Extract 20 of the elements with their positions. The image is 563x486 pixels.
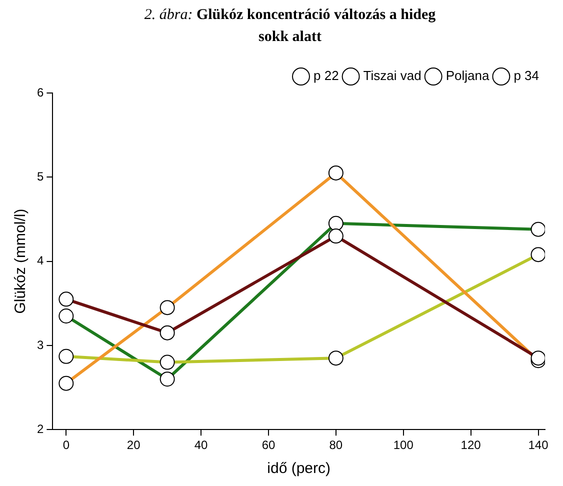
x-tick-label: 80: [329, 438, 343, 452]
legend-label: p 22: [313, 68, 339, 84]
chart-title: 2. ábra: Glükóz koncentráció változás a hideg sokk alatt: [143, 6, 437, 47]
legend-label: Tiszai vad: [363, 68, 422, 84]
x-tick-label: 60: [262, 438, 276, 452]
y-tick-label: 5: [36, 169, 44, 184]
y-tick-label: 6: [36, 85, 44, 100]
x-tick-label: 0: [62, 438, 70, 452]
x-tick-label: 40: [194, 438, 208, 452]
legend-label: p 34: [514, 68, 540, 84]
y-tick-label: 2: [36, 422, 44, 436]
x-axis-title: idő (perc): [267, 460, 331, 478]
y-tick-label: 4: [36, 254, 44, 268]
y-axis-title: Glükóz (mmol/l): [12, 208, 30, 314]
y-tick-label: 3: [36, 338, 44, 352]
legend-label: Poljana: [446, 68, 490, 84]
x-tick-label: 100: [393, 438, 414, 452]
x-tick-label: 20: [126, 438, 141, 452]
x-tick-label: 120: [460, 438, 482, 452]
x-tick-label: 140: [528, 438, 549, 452]
